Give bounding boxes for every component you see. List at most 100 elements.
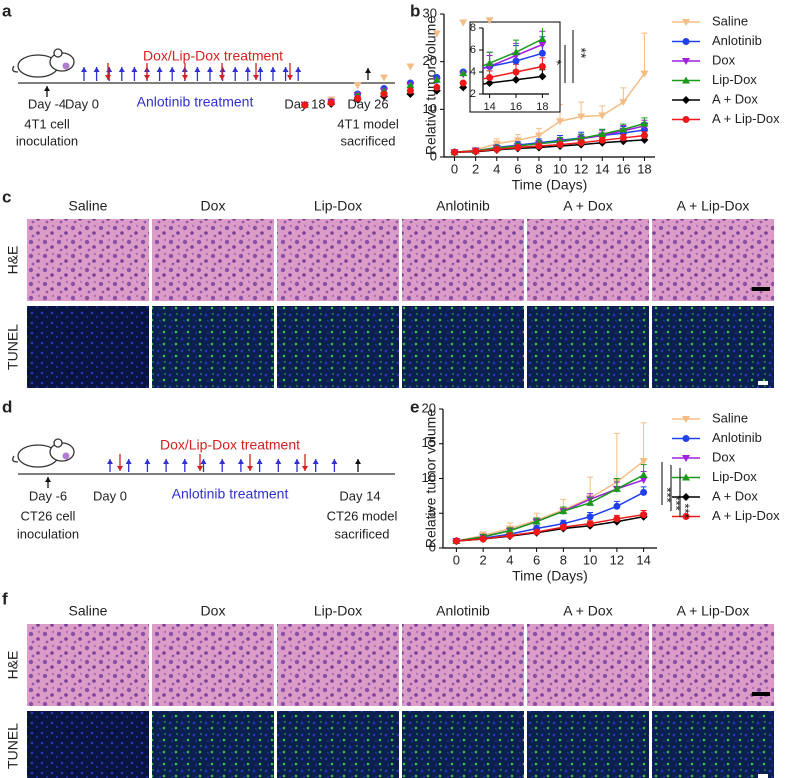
arrow-head (169, 67, 176, 72)
data-point (538, 72, 547, 81)
arrow-head (232, 67, 239, 72)
row-label: H&E (5, 651, 21, 680)
tunel-image (527, 711, 649, 778)
arrow-head (197, 466, 203, 471)
legend-marker (682, 58, 690, 65)
y-tick-label: 0 (430, 148, 437, 163)
panel-label: d (2, 397, 12, 416)
series-line (483, 75, 543, 85)
arrow-head (294, 459, 300, 464)
y-axis-label: Relative tumor volume (423, 409, 439, 548)
start-label: inoculation (17, 526, 79, 541)
arrow-head (181, 459, 188, 464)
start-label: inoculation (16, 133, 78, 148)
data-point (459, 19, 468, 27)
he-image (277, 219, 399, 301)
arrow-head (275, 459, 282, 464)
data-point (451, 148, 459, 156)
scale-bar (758, 774, 768, 778)
panel-label: a (2, 1, 12, 20)
error-bar (460, 0, 466, 23)
anlotinib-label: Anlotinib treatment (137, 94, 254, 110)
y-tick-label: 2 (470, 88, 476, 100)
data-point (586, 520, 594, 528)
arrow-head (117, 466, 123, 471)
end-label: sacrificed (335, 526, 390, 541)
data-point (535, 142, 543, 150)
arrow-head (237, 459, 244, 464)
arrow-head (118, 67, 125, 72)
legend-label: A + Lip-Dox (712, 508, 780, 523)
data-point (432, 30, 441, 38)
arrow-head (219, 75, 225, 80)
x-tick-label: 14 (595, 161, 609, 176)
data-point (640, 132, 648, 140)
data-point (598, 136, 606, 144)
arrow-head (287, 75, 293, 80)
arrow-head (244, 67, 251, 72)
column-header: A + Lip-Dox (677, 603, 750, 619)
data-point (514, 143, 522, 151)
column-header: Anlotinib (436, 198, 490, 214)
panel-label: f (2, 589, 8, 608)
series-line (456, 474, 644, 542)
data-point (639, 458, 648, 466)
day-label: Day 0 (65, 96, 99, 111)
legend-label: Lip-Dox (712, 469, 757, 484)
data-point (459, 79, 467, 87)
tunel-image (277, 711, 399, 778)
error-bar (613, 432, 620, 482)
day-label: Day -4 (28, 96, 66, 111)
data-point (640, 511, 648, 519)
arrow-head (312, 459, 319, 464)
data-point (640, 488, 648, 496)
start-label: 4T1 cell (24, 116, 70, 131)
x-tick-label: 8 (560, 552, 567, 567)
column-header: Dox (201, 198, 226, 214)
series-line (483, 52, 543, 69)
data-point (612, 484, 621, 492)
data-point (538, 49, 546, 57)
arrow-head (295, 67, 302, 72)
legend-marker (682, 96, 690, 104)
series-line (456, 460, 645, 542)
anlotinib-label: Anlotinib treatment (172, 486, 289, 502)
data-point (577, 113, 586, 121)
data-point (513, 137, 522, 145)
tunel-image (152, 711, 274, 778)
x-axis-label: Time (Days) (512, 177, 588, 193)
data-point (639, 471, 648, 479)
data-point (452, 537, 460, 545)
arrow-head (144, 75, 150, 80)
data-point (479, 535, 487, 543)
he-image (527, 219, 649, 301)
data-point (433, 83, 441, 91)
x-axis-label: Time (Days) (512, 568, 588, 584)
arrow-head (331, 459, 338, 464)
scale-bar (758, 381, 768, 385)
legend-label: A + Lip-Dox (712, 111, 780, 126)
data-point (406, 63, 415, 71)
he-image (152, 219, 274, 301)
data-point (432, 75, 441, 83)
legend-label: Lip-Dox (712, 72, 757, 87)
y-tick-label: 0 (429, 539, 436, 554)
arrow-head (45, 477, 51, 482)
data-point (613, 502, 621, 510)
y-tick-label: 10 (422, 470, 436, 485)
data-point (406, 81, 415, 89)
data-point (485, 17, 494, 25)
data-point (559, 523, 567, 531)
x-tick-label: 6 (514, 161, 521, 176)
legend-marker (682, 493, 690, 501)
x-tick-label: 14 (483, 101, 495, 113)
treatment-label: Dox/Lip-Dox treatment (143, 48, 283, 64)
arrow-head (256, 459, 263, 464)
series-line (454, 73, 646, 153)
data-point (640, 70, 649, 78)
y-tick-label: 15 (422, 435, 436, 450)
data-point (354, 94, 362, 102)
data-point (353, 82, 362, 90)
tunel-image (277, 306, 399, 388)
